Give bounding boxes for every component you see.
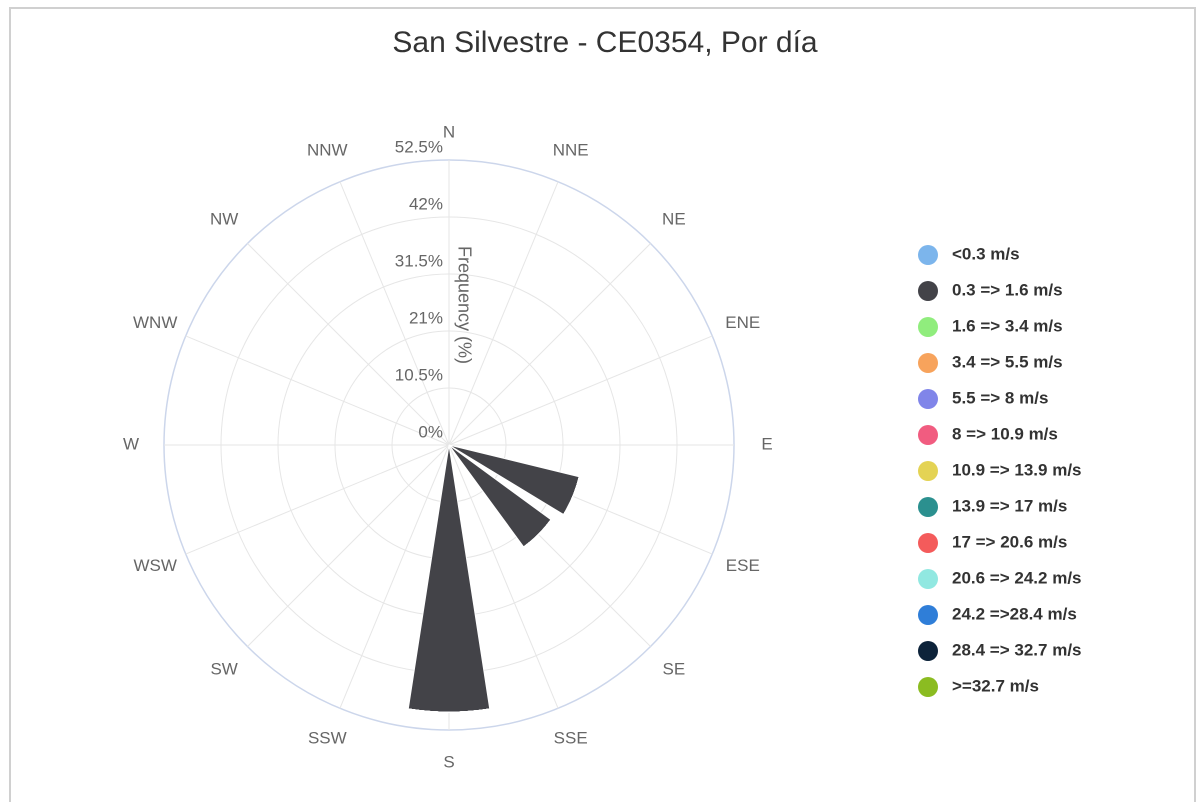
direction-label: SW (210, 659, 237, 678)
legend-swatch (918, 677, 938, 697)
legend-label: 20.6 => 24.2 m/s (952, 568, 1082, 587)
legend-label: 24.2 =>28.4 m/s (952, 604, 1077, 623)
radial-grid-line (448, 444, 559, 709)
radial-grid-line (339, 181, 450, 446)
legend-swatch (918, 281, 938, 301)
direction-label: NNE (553, 141, 589, 160)
legend-swatch (918, 317, 938, 337)
legend-swatch (918, 353, 938, 373)
legend-label: 13.9 => 17 m/s (952, 496, 1067, 515)
legend-label: 8 => 10.9 m/s (952, 424, 1058, 443)
direction-label: E (761, 434, 772, 453)
y-tick-label: 52.5% (395, 137, 443, 156)
radial-grid-line (185, 335, 450, 446)
wind-wedge (563, 476, 580, 515)
radial-grid-line (448, 181, 559, 446)
radial-grid-line (448, 243, 651, 446)
legend-label: 3.4 => 5.5 m/s (952, 352, 1063, 371)
legend-swatch (918, 569, 938, 589)
y-tick-label: 10.5% (395, 365, 443, 384)
y-tick-label: 42% (409, 194, 443, 213)
direction-label: SSE (554, 728, 588, 747)
axis-title: Frequency (%) (454, 246, 474, 364)
legend-label: >=32.7 m/s (952, 676, 1039, 695)
direction-label: ESE (726, 556, 760, 575)
wind-wedge (523, 519, 552, 548)
legend-label: 28.4 => 32.7 m/s (952, 640, 1082, 659)
legend-swatch (918, 245, 938, 265)
legend-label: 17 => 20.6 m/s (952, 532, 1067, 551)
direction-label: W (123, 434, 139, 453)
legend-label: 10.9 => 13.9 m/s (952, 460, 1082, 479)
direction-label: WSW (133, 556, 176, 575)
y-tick-label: 21% (409, 308, 443, 327)
radial-grid-line (339, 444, 450, 709)
radial-grid-line (448, 335, 713, 446)
legend-swatch (918, 533, 938, 553)
legend-label: 5.5 => 8 m/s (952, 388, 1048, 407)
direction-label: WNW (133, 313, 177, 332)
chart-frame (9, 7, 1196, 802)
legend-swatch (918, 641, 938, 661)
chart-title: San Silvestre - CE0354, Por día (392, 26, 818, 59)
wind-wedge (408, 708, 490, 713)
radial-grid-line (185, 444, 450, 555)
radial-grid-line (247, 444, 450, 647)
direction-label: SSW (308, 728, 347, 747)
direction-label: NNW (307, 141, 348, 160)
direction-label: SE (663, 659, 686, 678)
legend-swatch (918, 389, 938, 409)
legend-label: <0.3 m/s (952, 244, 1020, 263)
y-tick-label: 0% (418, 422, 443, 441)
direction-label: NW (210, 210, 238, 229)
legend-swatch (918, 605, 938, 625)
radial-grid-line (247, 243, 450, 446)
legend-label: 1.6 => 3.4 m/s (952, 316, 1063, 335)
direction-label: S (443, 752, 454, 771)
legend-label: 0.3 => 1.6 m/s (952, 280, 1063, 299)
legend-swatch (918, 461, 938, 481)
y-tick-label: 31.5% (395, 251, 443, 270)
direction-label: N (443, 122, 455, 141)
direction-label: ENE (725, 313, 760, 332)
legend-swatch (918, 497, 938, 517)
direction-label: NE (662, 210, 686, 229)
legend-swatch (918, 425, 938, 445)
